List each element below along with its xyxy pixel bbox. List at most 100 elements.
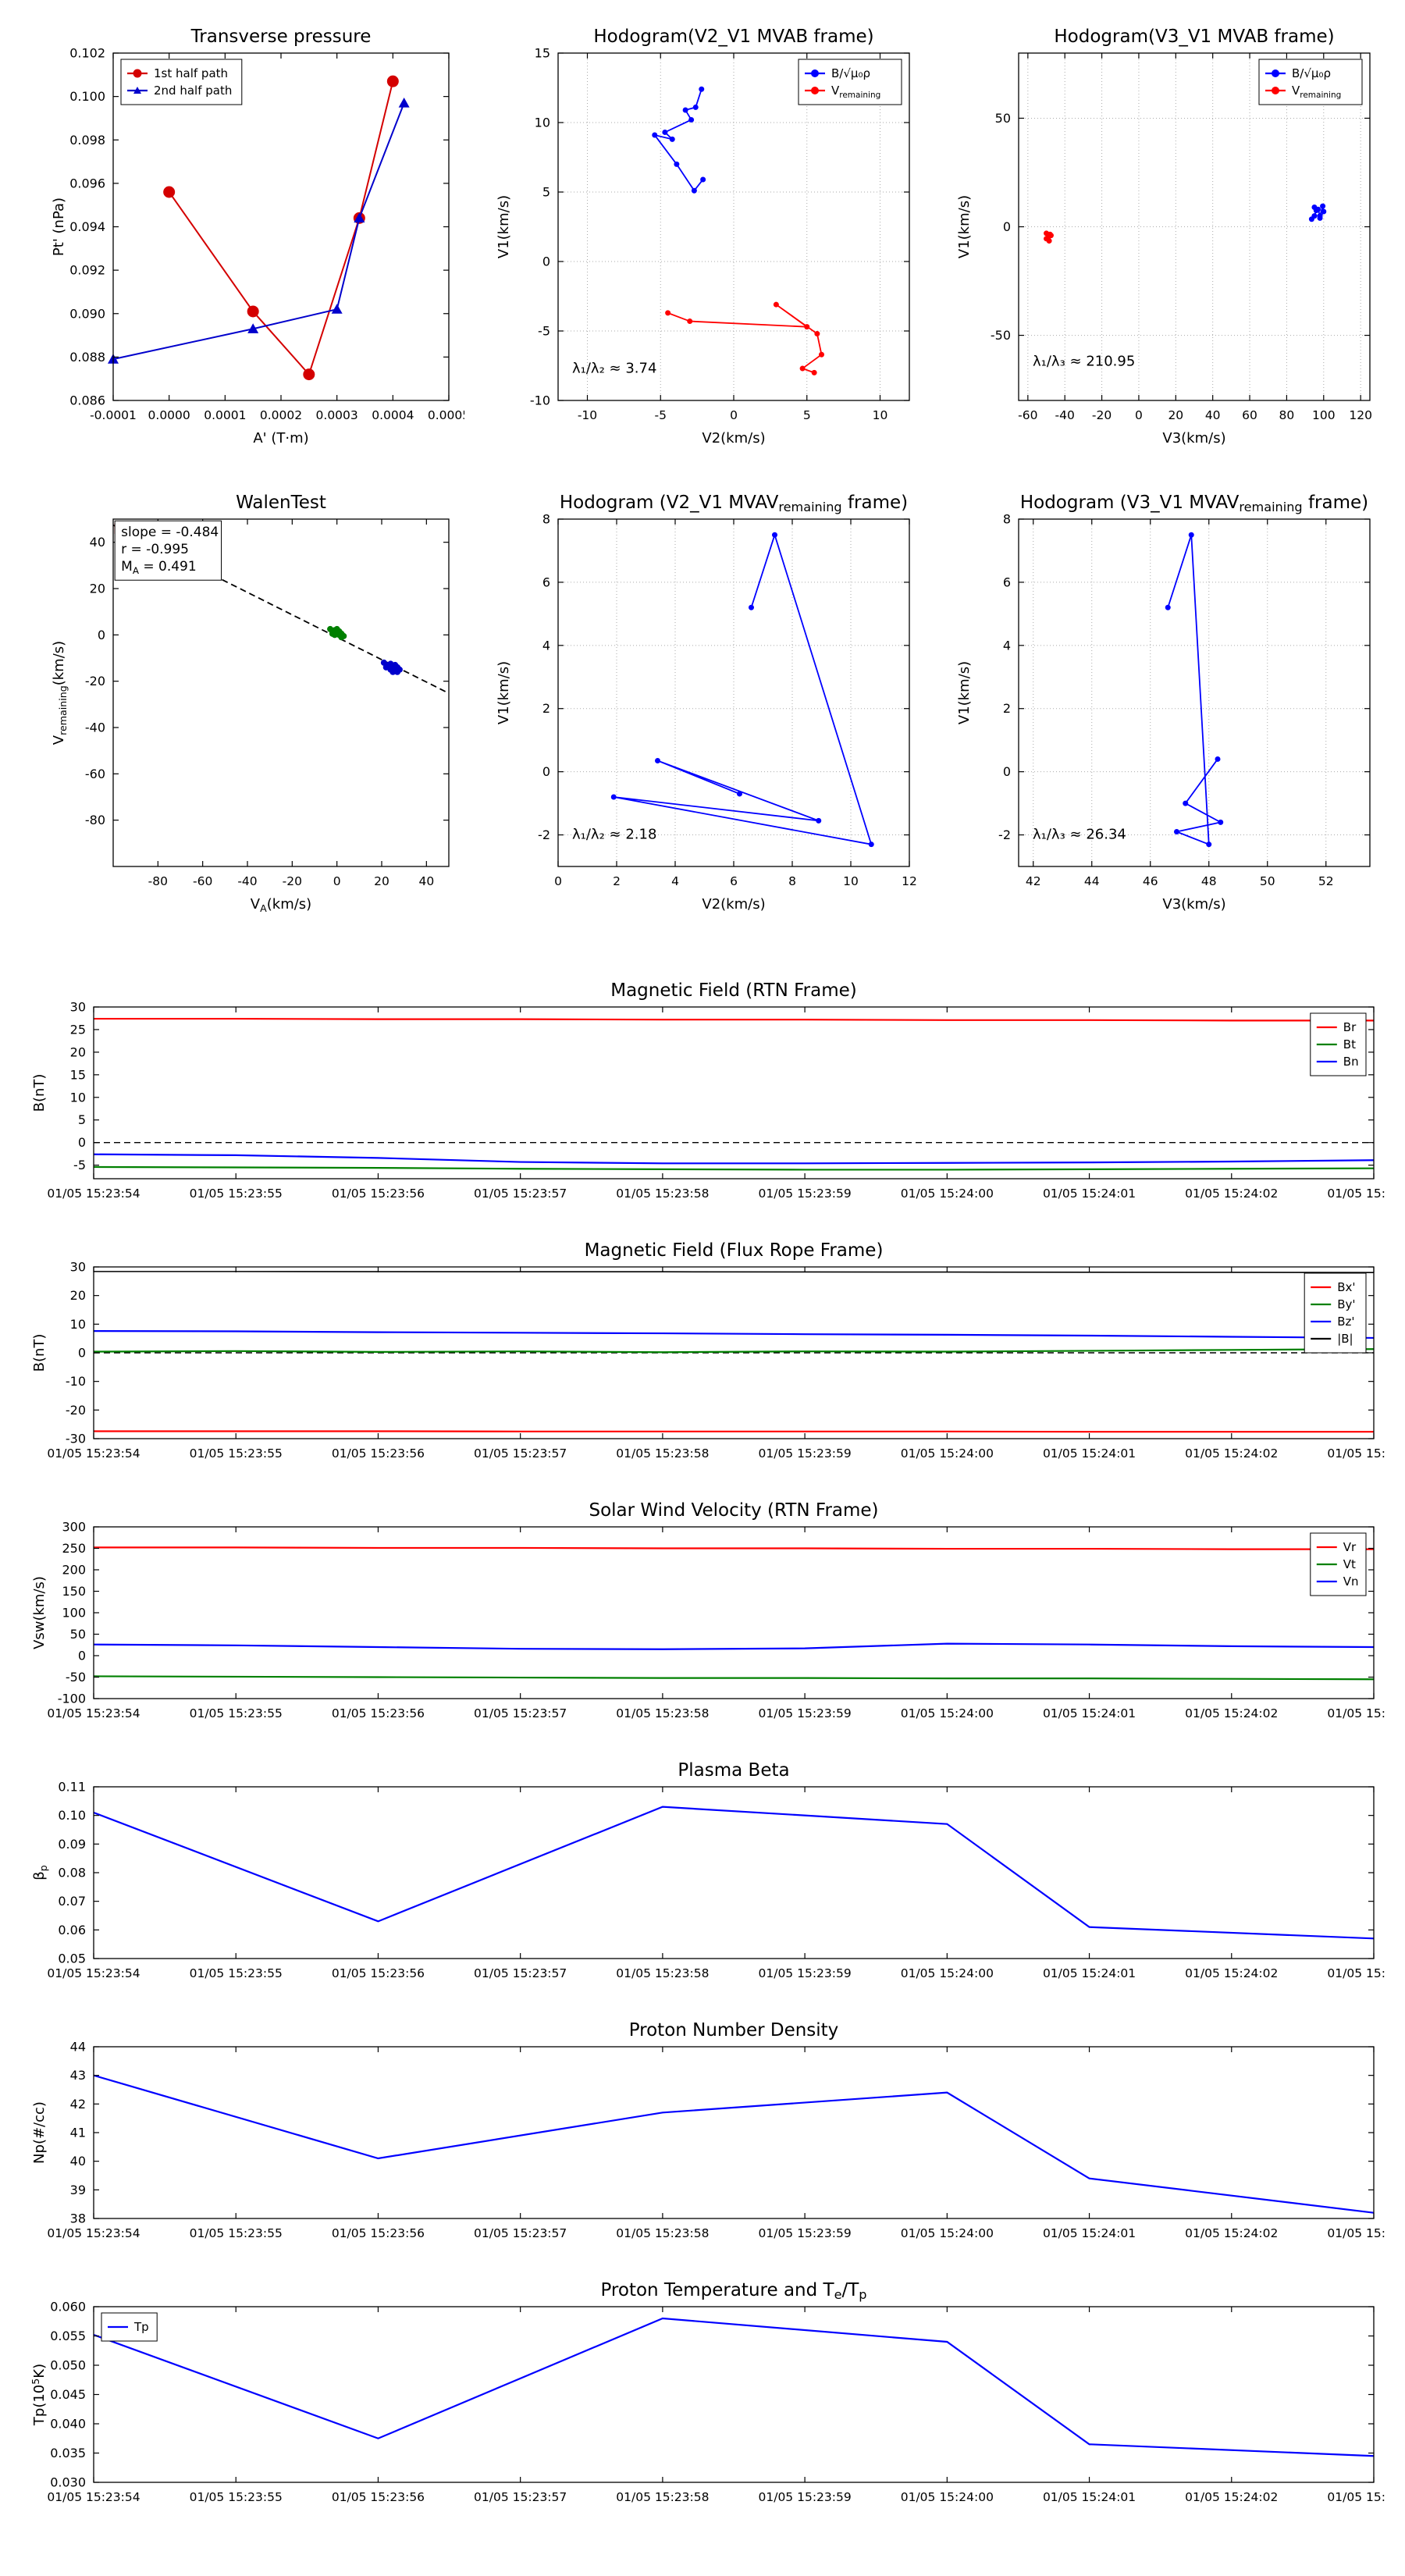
x-tick-label: 01/05 15:24:01 bbox=[1043, 2226, 1136, 2240]
x-tick-label: 01/05 15:23:57 bbox=[474, 1446, 567, 1461]
x-tick-label: 01/05 15:23:59 bbox=[759, 2490, 852, 2504]
y-tick-label: 0 bbox=[78, 1346, 86, 1361]
ticks-and-labels: 01/05 15:23:54 01/05 15:23:55 01/05 15:23:… bbox=[47, 1000, 1405, 1201]
legend-label: Vn bbox=[1343, 1574, 1359, 1589]
chart-title: Proton Number Density bbox=[629, 2020, 839, 2041]
y-axis-label: Tp(105K) bbox=[30, 2364, 48, 2426]
y-tick-label: 0 bbox=[1003, 764, 1011, 779]
y-tick-label: 0.035 bbox=[50, 2446, 86, 2460]
annotation: λ₁/λ₂ ≈ 3.74 bbox=[572, 360, 656, 376]
x-tick-label: 40 bbox=[1205, 408, 1221, 422]
legend-label: Tp bbox=[133, 2320, 149, 2334]
x-tick-label: 120 bbox=[1349, 408, 1372, 422]
chart-svg: 01/05 15:23:54 01/05 15:23:55 01/05 15:23:… bbox=[30, 2280, 1405, 2504]
hodogram-v3v1-mvav-plot: 42 44 46 48 50 52 -2 0 2 4 6 8 Hodogram (V3_V1 MVAVr… bbox=[944, 480, 1385, 921]
plot-area bbox=[94, 1007, 1374, 1179]
legend-label: By' bbox=[1337, 1297, 1355, 1311]
x-axis-label: V3(km/s) bbox=[1162, 430, 1225, 447]
x-tick-label: 42 bbox=[1026, 874, 1041, 888]
series-group bbox=[1165, 532, 1224, 848]
y-tick-label: -10 bbox=[530, 393, 550, 408]
chart-svg: -80 -60 -40 -20 0 20 40 -80 -60 -40 -20 0 20 40 WalenT… bbox=[51, 493, 450, 914]
x-tick-label: 01/05 15:23:59 bbox=[759, 1187, 852, 1201]
x-tick-label: 2 bbox=[613, 874, 621, 888]
magnetic-field-flux-rope-plot: 01/05 15:23:54 01/05 15:23:55 01/05 15:23:… bbox=[20, 1232, 1405, 1482]
y-tick-label: 4 bbox=[542, 638, 550, 653]
x-tick-label: 01/05 15:23:57 bbox=[474, 2490, 567, 2504]
x-tick-label: 01/05 15:24:02 bbox=[1185, 1187, 1278, 1201]
y-tick-label: 0.08 bbox=[58, 1866, 86, 1880]
x-tick-label: 100 bbox=[1312, 408, 1336, 422]
x-tick-label: -40 bbox=[1055, 408, 1075, 422]
legend: Vr Vt Vn bbox=[1310, 1532, 1367, 1596]
x-tick-label: 01/05 15:23:57 bbox=[474, 1706, 567, 1720]
y-tick-label: 20 bbox=[70, 1044, 86, 1059]
y-tick-label: 8 bbox=[542, 512, 550, 527]
y-tick-label: -80 bbox=[85, 813, 105, 827]
y-tick-label: -2 bbox=[538, 827, 550, 842]
annotation: λ₁/λ₃ ≈ 210.95 bbox=[1033, 354, 1135, 370]
plot-area bbox=[1019, 519, 1370, 866]
x-tick-label: 0 bbox=[1135, 408, 1143, 422]
ticks-and-labels: -80 -60 -40 -20 0 20 40 -80 -60 -40 -20 0 20 40 bbox=[85, 519, 449, 888]
y-tick-label: 41 bbox=[70, 2126, 86, 2140]
chart-title: Solar Wind Velocity (RTN Frame) bbox=[589, 1500, 878, 1521]
chart-svg: 01/05 15:23:54 01/05 15:23:55 01/05 15:23:… bbox=[31, 1240, 1405, 1461]
series-br bbox=[94, 1017, 1374, 1022]
y-tick-label: 0.11 bbox=[58, 1780, 86, 1795]
x-tick-label: 48 bbox=[1201, 874, 1217, 888]
plasma-beta-plot: 01/05 15:23:54 01/05 15:23:55 01/05 15:23:… bbox=[20, 1752, 1405, 2001]
y-tick-label: 20 bbox=[70, 1288, 86, 1303]
y-tick-label: 0.06 bbox=[58, 1923, 86, 1937]
y-tick-label: 0.096 bbox=[69, 176, 105, 190]
chart-svg: -60 -40 -20 0 20 40 60 80 100 120 -50 0 50 Hodogram(V… bbox=[956, 27, 1372, 447]
series-group bbox=[108, 75, 410, 381]
y-tick-label: 200 bbox=[62, 1563, 86, 1578]
plot-area bbox=[94, 2307, 1374, 2482]
x-tick-label: 01/05 15:24:01 bbox=[1043, 1446, 1136, 1461]
y-tick-label: 0 bbox=[98, 628, 105, 642]
annotation-line: slope = -0.484 bbox=[121, 525, 219, 540]
ticks-and-labels: -60 -40 -20 0 20 40 60 80 100 120 -50 0 50 bbox=[991, 53, 1372, 422]
y-tick-label: 39 bbox=[70, 2183, 86, 2197]
y-tick-label: 100 bbox=[62, 1606, 86, 1621]
x-tick-label: 01/05 15:24:03 bbox=[1327, 2226, 1385, 2240]
legend-label: Vt bbox=[1343, 1557, 1356, 1571]
x-tick-label: 01/05 15:24:03 bbox=[1327, 1966, 1385, 1980]
y-tick-label: -20 bbox=[66, 1403, 86, 1418]
ticks-and-labels: 0 2 4 6 8 10 12 -2 0 2 4 6 8 bbox=[538, 512, 917, 889]
transverse-pressure-plot: -0.0001 0.0000 0.0001 0.0002 0.0003 0.0004 0.0… bbox=[23, 14, 470, 455]
x-tick-label: 0.0004 bbox=[372, 408, 414, 422]
y-tick-label: 0.088 bbox=[69, 350, 105, 365]
x-tick-label: 01/05 15:23:59 bbox=[759, 1446, 852, 1461]
y-tick-label: 0 bbox=[542, 764, 550, 779]
x-tick-label: 01/05 15:23:56 bbox=[332, 1446, 425, 1461]
y-axis-label: Vsw(km/s) bbox=[31, 1576, 48, 1649]
y-tick-label: 6 bbox=[542, 575, 550, 589]
y-tick-label: 0 bbox=[78, 1649, 86, 1663]
legend-label: 2nd half path bbox=[154, 84, 232, 98]
y-tick-label: -5 bbox=[73, 1158, 86, 1172]
ticks-and-labels: -10 -5 0 5 10 -10 -5 0 5 10 15 bbox=[530, 46, 909, 422]
x-tick-label: 01/05 15:24:03 bbox=[1327, 1187, 1385, 1201]
x-tick-label: 8 bbox=[788, 874, 796, 888]
chart-title: Proton Temperature and Te/Tp bbox=[600, 2280, 866, 2302]
annotation: λ₁/λ₃ ≈ 26.34 bbox=[1033, 826, 1126, 842]
chart-title: Transverse pressure bbox=[190, 27, 372, 47]
x-tick-label: 01/05 15:23:54 bbox=[47, 1187, 140, 1201]
x-tick-label: 10 bbox=[873, 408, 888, 422]
legend: 1st half path 2nd half path bbox=[120, 59, 243, 105]
y-tick-label: -5 bbox=[538, 324, 550, 339]
y-tick-label: 0.09 bbox=[58, 1837, 86, 1852]
x-tick-label: 01/05 15:24:00 bbox=[901, 2226, 994, 2240]
y-tick-label: -30 bbox=[66, 1432, 86, 1446]
series-group bbox=[1044, 203, 1327, 244]
y-axis-label: Np(#/cc) bbox=[31, 2101, 48, 2164]
series-group bbox=[93, 2317, 1375, 2457]
series-group bbox=[610, 532, 874, 848]
x-tick-label: 01/05 15:23:56 bbox=[332, 2226, 425, 2240]
y-tick-label: 0.050 bbox=[50, 2358, 86, 2373]
plot-area bbox=[94, 1787, 1374, 1959]
x-tick-label: 52 bbox=[1318, 874, 1334, 888]
chart-svg: 01/05 15:23:54 01/05 15:23:55 01/05 15:23:… bbox=[31, 1760, 1405, 1980]
